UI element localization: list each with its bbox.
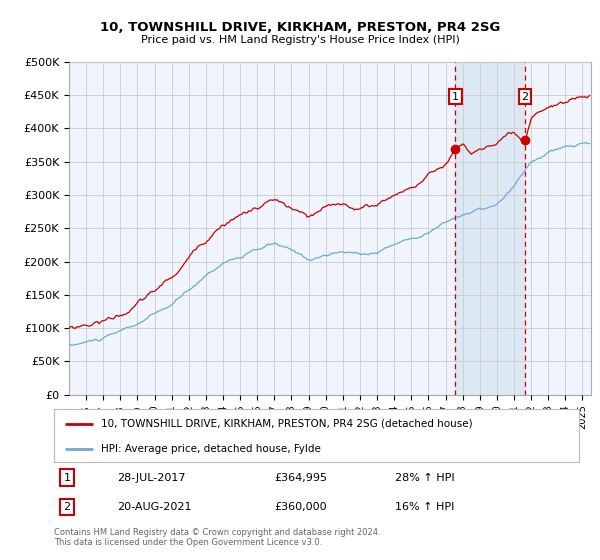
Text: 1: 1 (64, 473, 71, 483)
Text: 10, TOWNSHILL DRIVE, KIRKHAM, PRESTON, PR4 2SG: 10, TOWNSHILL DRIVE, KIRKHAM, PRESTON, P… (100, 21, 500, 34)
Text: Contains HM Land Registry data © Crown copyright and database right 2024.
This d: Contains HM Land Registry data © Crown c… (54, 528, 380, 547)
Text: 28-JUL-2017: 28-JUL-2017 (117, 473, 185, 483)
Text: 2: 2 (521, 92, 529, 101)
Text: £360,000: £360,000 (275, 502, 327, 512)
Text: HPI: Average price, detached house, Fylde: HPI: Average price, detached house, Fyld… (101, 444, 321, 454)
Text: Price paid vs. HM Land Registry's House Price Index (HPI): Price paid vs. HM Land Registry's House … (140, 35, 460, 45)
Text: 28% ↑ HPI: 28% ↑ HPI (395, 473, 455, 483)
Text: 16% ↑ HPI: 16% ↑ HPI (395, 502, 455, 512)
Text: 10, TOWNSHILL DRIVE, KIRKHAM, PRESTON, PR4 2SG (detached house): 10, TOWNSHILL DRIVE, KIRKHAM, PRESTON, P… (101, 419, 473, 429)
Text: 1: 1 (452, 92, 459, 101)
Text: £364,995: £364,995 (275, 473, 328, 483)
Text: 20-AUG-2021: 20-AUG-2021 (117, 502, 191, 512)
Text: 2: 2 (64, 502, 71, 512)
Bar (455, 62, 525, 395)
